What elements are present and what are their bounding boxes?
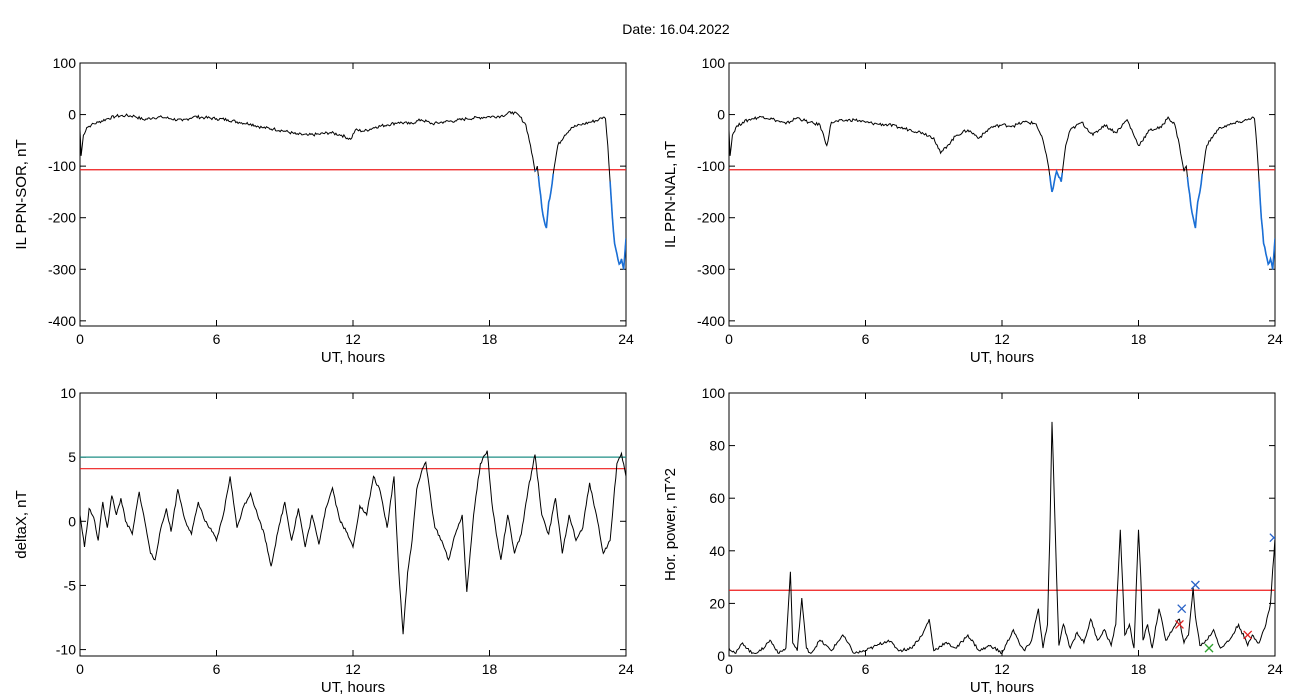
x-tick-label: 0: [725, 331, 733, 347]
panel-ppn-sor: 0 6 12 18 24 100 0 -100 -200 -300 -400 UT, hours IL …: [13, 55, 634, 366]
marker-blue: [1177, 604, 1187, 614]
active-segment-line: [1049, 168, 1275, 270]
series-line: [80, 111, 626, 270]
data-layer: [80, 450, 626, 635]
y-axis-title: Hor. power, nT^2: [662, 468, 679, 581]
data-layer: [729, 421, 1275, 655]
series-line: [729, 421, 1275, 655]
x-tick-label: 12: [994, 661, 1010, 677]
x-tick-label: 6: [213, 331, 221, 347]
data-layer: [80, 111, 626, 270]
y-tick-label: 5: [68, 449, 76, 465]
y-tick-label: 0: [68, 513, 76, 529]
x-axis-title: UT, hours: [321, 679, 385, 696]
x-tick-label: 24: [1267, 331, 1283, 347]
marker-red: [1174, 619, 1184, 629]
y-tick-label: 0: [717, 107, 725, 123]
y-tick-label: -100: [697, 158, 725, 174]
x-axis-title: UT, hours: [321, 349, 385, 366]
y-tick-label: 60: [709, 490, 725, 506]
y-tick-label: -400: [697, 313, 725, 329]
x-axis-title: UT, hours: [970, 679, 1034, 696]
series-line: [729, 115, 1275, 270]
marker-blue: [1269, 533, 1275, 543]
x-tick-label: 18: [482, 661, 498, 677]
y-tick-label: -5: [64, 577, 77, 593]
active-segment-line: [534, 169, 626, 270]
y-tick-label: -400: [48, 313, 76, 329]
marker-green: [1204, 643, 1214, 653]
y-tick-label: 20: [709, 595, 725, 611]
x-tick-label: 0: [76, 661, 84, 677]
x-tick-label: 6: [862, 331, 870, 347]
plot-frame: [728, 62, 1276, 327]
panel-deltax: 0 6 12 18 24 10 5 0 -5 -10 UT, hours deltaX, nT: [13, 385, 634, 696]
y-tick-label: 80: [709, 438, 725, 454]
panel-ppn-nal: 0 6 12 18 24 100 0 -100 -200 -300 -400 UT, hours IL …: [662, 55, 1283, 366]
x-tick-label: 18: [1131, 661, 1147, 677]
y-tick-label: 0: [68, 107, 76, 123]
y-tick-label: 100: [702, 55, 726, 71]
page-title: Date: 16.04.2022: [622, 21, 730, 37]
y-tick-label: -300: [48, 261, 76, 277]
x-tick-label: 0: [725, 661, 733, 677]
series-line: [80, 450, 626, 635]
y-tick-label: 0: [717, 648, 725, 664]
marker-blue: [1190, 580, 1200, 590]
plot-frame: [79, 62, 627, 327]
y-tick-label: 40: [709, 543, 725, 559]
panel-hor-power: 0 6 12 18 24 100 80 60 40 20 0 UT, hours Hor. power,…: [662, 385, 1283, 696]
x-tick-label: 0: [76, 331, 84, 347]
x-tick-label: 6: [862, 661, 870, 677]
marker-red: [1243, 630, 1253, 640]
y-axis-title: IL PPN-SOR, nT: [13, 139, 30, 249]
y-axis-title: deltaX, nT: [13, 490, 30, 558]
x-tick-label: 6: [213, 661, 221, 677]
x-tick-label: 24: [618, 331, 634, 347]
y-tick-label: 100: [53, 55, 77, 71]
plot-frame: [728, 392, 1276, 657]
x-tick-label: 24: [1267, 661, 1283, 677]
x-tick-label: 18: [482, 331, 498, 347]
y-tick-label: -300: [697, 261, 725, 277]
y-tick-label: -100: [48, 158, 76, 174]
x-tick-label: 12: [345, 331, 361, 347]
y-tick-label: 10: [60, 385, 76, 401]
y-tick-label: -200: [48, 210, 76, 226]
data-layer: [729, 115, 1275, 270]
y-tick-label: -10: [56, 642, 76, 658]
y-axis-title: IL PPN-NAL, nT: [662, 141, 679, 248]
x-tick-label: 24: [618, 661, 634, 677]
x-tick-label: 12: [345, 661, 361, 677]
x-tick-label: 18: [1131, 331, 1147, 347]
x-tick-label: 12: [994, 331, 1010, 347]
y-tick-label: 100: [702, 385, 726, 401]
x-axis-title: UT, hours: [970, 349, 1034, 366]
y-tick-label: -200: [697, 210, 725, 226]
